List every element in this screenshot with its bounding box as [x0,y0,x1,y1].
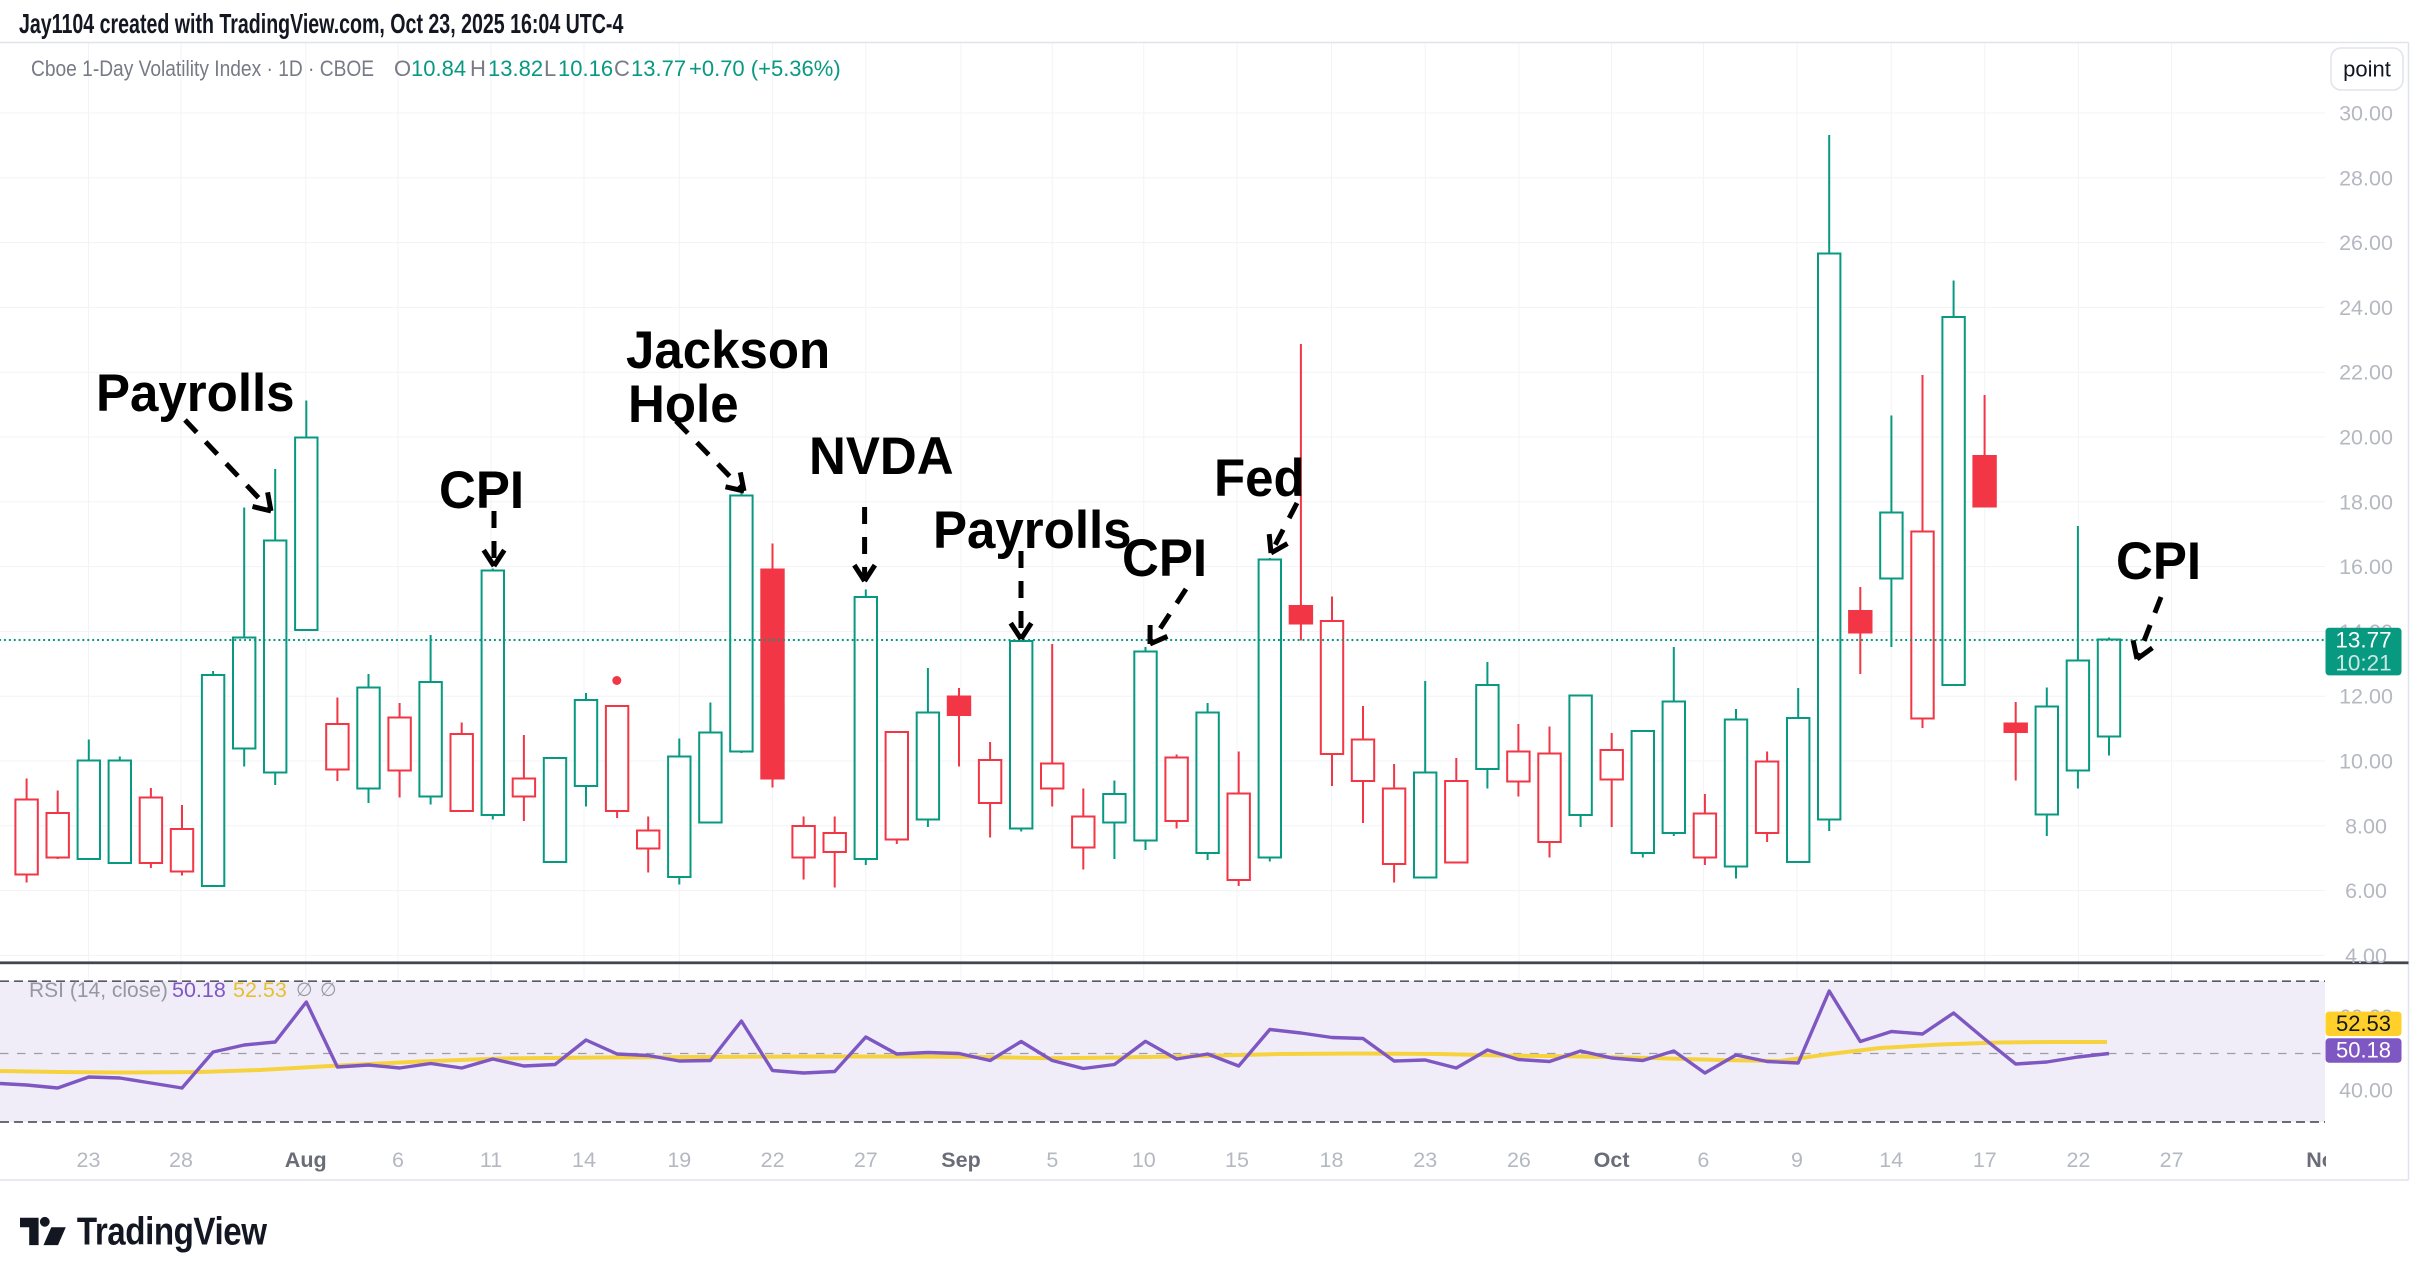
svg-text:10.84: 10.84 [411,56,466,81]
svg-text:27: 27 [854,1148,878,1172]
svg-text:13.82: 13.82 [488,56,543,81]
svg-text:50.18: 50.18 [172,978,226,1002]
svg-text:Cboe 1-Day Volatility Index ·: Cboe 1-Day Volatility Index · 1D · CBOE [31,57,374,82]
svg-text:15: 15 [1225,1148,1249,1172]
svg-text:26.00: 26.00 [2339,231,2393,255]
svg-text:∅: ∅ [320,980,337,1001]
svg-text:14: 14 [572,1148,596,1172]
svg-text:6: 6 [1697,1148,1709,1172]
svg-text:27: 27 [2160,1148,2184,1172]
svg-text:Payrolls: Payrolls [933,501,1132,560]
svg-text:4.00: 4.00 [2345,944,2387,968]
svg-text:40.00: 40.00 [2339,1079,2393,1103]
svg-text:L: L [544,56,556,81]
svg-text:50.18: 50.18 [2336,1038,2391,1063]
svg-text:13.77: 13.77 [631,56,686,81]
svg-text:19: 19 [667,1148,691,1172]
svg-text:CPI: CPI [439,461,524,520]
svg-text:Hole: Hole [628,375,739,434]
svg-text:C: C [614,56,630,81]
svg-text:30.00: 30.00 [2339,102,2393,126]
svg-text:Oct: Oct [1594,1148,1630,1172]
svg-text:8.00: 8.00 [2345,814,2387,838]
svg-text:22: 22 [761,1148,785,1172]
svg-text:17: 17 [1973,1148,1997,1172]
svg-text:11: 11 [480,1148,502,1172]
svg-text:6.00: 6.00 [2345,879,2387,903]
svg-text:Aug: Aug [285,1148,327,1172]
svg-text:20.00: 20.00 [2339,426,2393,450]
svg-text:NVDA: NVDA [809,427,954,486]
svg-text:12.00: 12.00 [2339,685,2393,709]
svg-text:28.00: 28.00 [2339,166,2393,190]
svg-text:10:21: 10:21 [2335,651,2391,676]
svg-text:Sep: Sep [941,1148,980,1172]
svg-text:Payrolls: Payrolls [96,364,295,423]
svg-text:18: 18 [1320,1148,1344,1172]
svg-text:Jay1104 created with TradingVi: Jay1104 created with TradingView.com, Oc… [19,9,624,40]
svg-text:TradingView: TradingView [77,1210,267,1253]
svg-text:13.77: 13.77 [2335,628,2391,653]
svg-text:Fed: Fed [1214,449,1305,508]
svg-text:10: 10 [1132,1148,1156,1172]
svg-text:26: 26 [1507,1148,1531,1172]
svg-text:CPI: CPI [2116,532,2201,591]
svg-text:∅: ∅ [296,980,313,1001]
svg-text:H: H [470,56,486,81]
svg-text:18.00: 18.00 [2339,490,2393,514]
svg-text:Nov: Nov [2306,1148,2347,1172]
svg-text:O: O [394,56,411,81]
svg-text:6: 6 [392,1148,404,1172]
svg-text:Jackson: Jackson [626,321,830,380]
svg-text:22: 22 [2066,1148,2090,1172]
svg-text:10.00: 10.00 [2339,750,2393,774]
svg-text:9: 9 [1791,1148,1803,1172]
svg-text:point: point [2343,57,2391,82]
svg-text:16.00: 16.00 [2339,555,2393,579]
svg-text:28: 28 [169,1148,193,1172]
svg-text:10.16: 10.16 [558,56,613,81]
svg-text:23: 23 [1413,1148,1437,1172]
svg-text:52.53: 52.53 [2336,1011,2391,1036]
svg-text:CPI: CPI [1122,529,1207,588]
svg-text:5: 5 [1046,1148,1058,1172]
svg-text:14: 14 [1879,1148,1903,1172]
svg-text:52.53: 52.53 [233,978,287,1002]
svg-text:24.00: 24.00 [2339,296,2393,320]
svg-text:22.00: 22.00 [2339,361,2393,385]
svg-text:23: 23 [77,1148,101,1172]
svg-text:RSI (14, close): RSI (14, close) [29,979,168,1002]
svg-text:+0.70 (+5.36%): +0.70 (+5.36%) [689,56,841,81]
